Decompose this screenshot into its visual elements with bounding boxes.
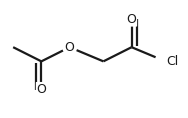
Text: O: O [127,13,136,26]
Text: Cl: Cl [166,55,179,68]
Text: O: O [65,41,74,54]
Text: O: O [36,83,46,96]
